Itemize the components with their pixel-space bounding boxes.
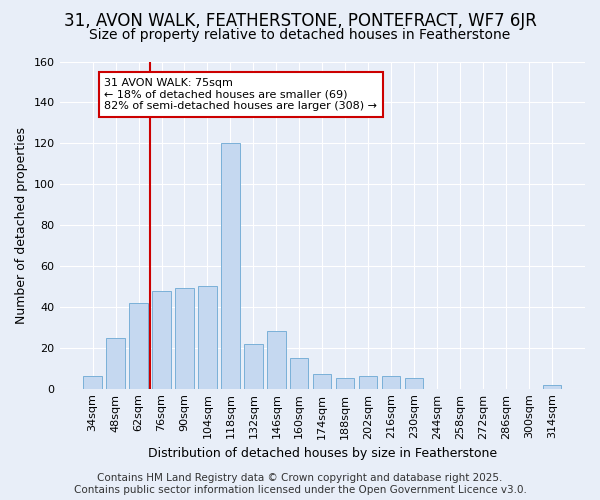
Bar [336,378,355,388]
Bar [175,288,194,388]
Bar [198,286,217,388]
Bar [244,344,263,388]
Text: Contains HM Land Registry data © Crown copyright and database right 2025.
Contai: Contains HM Land Registry data © Crown c… [74,474,526,495]
Text: 31, AVON WALK, FEATHERSTONE, PONTEFRACT, WF7 6JR: 31, AVON WALK, FEATHERSTONE, PONTEFRACT,… [64,12,536,30]
X-axis label: Distribution of detached houses by size in Featherstone: Distribution of detached houses by size … [148,447,497,460]
Text: 31 AVON WALK: 75sqm
← 18% of detached houses are smaller (69)
82% of semi-detach: 31 AVON WALK: 75sqm ← 18% of detached ho… [104,78,377,111]
Bar [152,290,170,388]
Bar [267,332,286,388]
Bar [106,338,125,388]
Bar [359,376,377,388]
Bar [290,358,308,388]
Y-axis label: Number of detached properties: Number of detached properties [15,126,28,324]
Bar [313,374,331,388]
Text: Size of property relative to detached houses in Featherstone: Size of property relative to detached ho… [89,28,511,42]
Bar [543,384,561,388]
Bar [221,144,239,388]
Bar [382,376,400,388]
Bar [83,376,102,388]
Bar [405,378,424,388]
Bar [130,303,148,388]
